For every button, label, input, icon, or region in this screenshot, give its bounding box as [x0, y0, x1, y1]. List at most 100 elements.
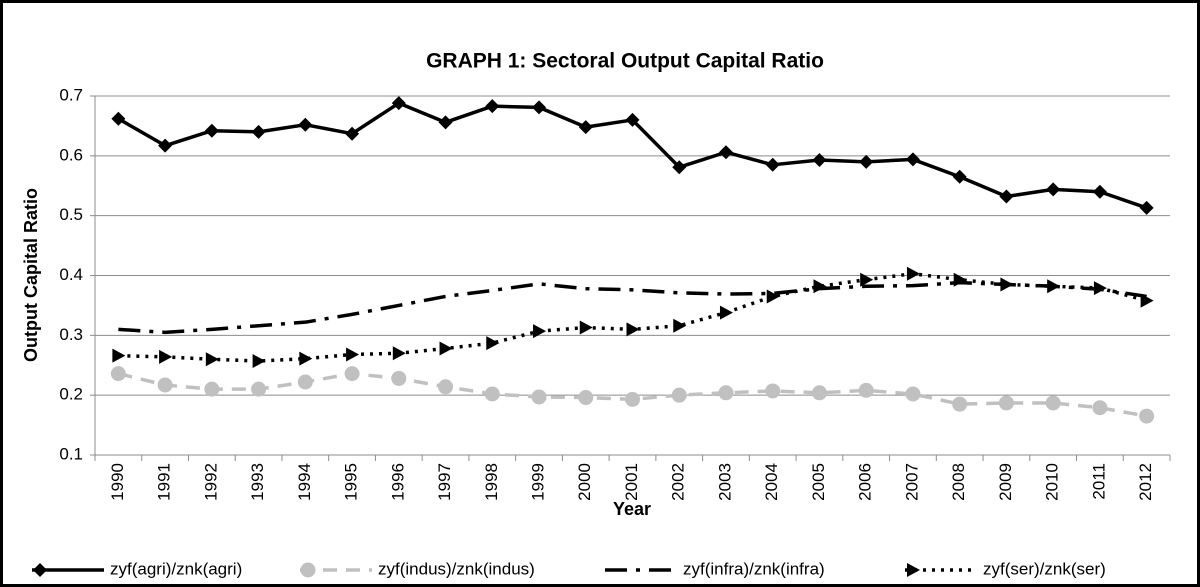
x-tick-label: 2000: [575, 463, 594, 501]
marker: [438, 115, 453, 130]
marker: [766, 289, 780, 304]
marker: [998, 395, 1014, 411]
marker: [252, 354, 266, 369]
marker: [859, 154, 874, 169]
chart-title: GRAPH 1: Sectoral Output Capital Ratio: [426, 50, 824, 73]
marker: [719, 305, 733, 320]
marker: [952, 169, 967, 184]
x-tick-label: 1999: [529, 463, 548, 501]
x-tick-label: 2012: [1136, 463, 1155, 501]
y-tick-label: 0.3: [59, 325, 83, 344]
marker: [204, 381, 220, 397]
y-tick-label: 0.1: [59, 444, 83, 463]
marker: [1045, 395, 1061, 411]
marker: [673, 318, 687, 333]
marker: [718, 145, 733, 160]
marker: [533, 324, 547, 339]
x-tick-label: 1995: [342, 463, 361, 501]
x-tick-label: 1990: [108, 463, 127, 501]
marker: [299, 351, 313, 366]
marker: [438, 379, 454, 395]
marker: [625, 112, 640, 127]
marker: [858, 382, 874, 398]
marker: [485, 99, 500, 114]
marker: [297, 374, 313, 390]
x-tick-label: 1994: [295, 463, 314, 501]
marker: [1140, 293, 1154, 308]
x-tick-label: 2001: [622, 463, 641, 501]
marker: [251, 381, 267, 397]
marker: [905, 152, 920, 167]
y-tick-label: 0.7: [59, 85, 83, 104]
marker: [298, 117, 313, 132]
marker: [812, 153, 827, 168]
marker: [765, 383, 781, 399]
marker: [626, 322, 640, 337]
legend-label: zyf(ser)/znk(ser): [983, 559, 1106, 578]
marker: [111, 111, 126, 126]
marker: [110, 366, 126, 382]
legend-label: zyf(infra)/znk(infra): [683, 559, 825, 578]
legend-label: zyf(agri)/znk(agri): [110, 559, 242, 578]
marker: [112, 348, 126, 363]
x-tick-label: 1997: [435, 463, 454, 501]
legend-marker: [300, 562, 316, 578]
marker: [952, 396, 968, 412]
marker: [625, 391, 640, 407]
marker: [486, 336, 500, 351]
y-tick-label: 0.5: [59, 205, 83, 224]
y-tick-label: 0.6: [59, 145, 83, 164]
x-tick-label: 2005: [809, 463, 828, 501]
marker: [1092, 400, 1108, 416]
legend-label: zyf(indus)/znk(indus): [378, 559, 535, 578]
marker: [204, 123, 219, 138]
x-tick-label: 2006: [856, 463, 875, 501]
marker: [1047, 279, 1061, 294]
marker: [999, 189, 1014, 204]
marker: [906, 266, 920, 281]
x-tick-label: 2009: [996, 463, 1015, 501]
marker: [531, 389, 547, 405]
legend-marker: [33, 563, 47, 577]
marker: [205, 352, 219, 367]
x-tick-label: 2004: [762, 463, 781, 501]
x-axis-title: Year: [613, 499, 651, 519]
legend-marker: [907, 563, 920, 577]
marker: [392, 346, 406, 361]
marker: [718, 385, 734, 401]
marker: [1000, 277, 1014, 292]
x-tick-label: 2011: [1089, 463, 1108, 500]
marker: [672, 160, 687, 175]
marker: [811, 385, 827, 401]
marker: [578, 120, 593, 135]
marker: [1092, 184, 1107, 199]
marker: [439, 341, 453, 356]
x-tick-label: 1992: [201, 463, 220, 501]
marker: [391, 370, 407, 386]
marker: [905, 386, 921, 402]
x-tick-label: 1998: [482, 463, 501, 501]
marker: [671, 387, 687, 403]
marker: [813, 279, 827, 294]
marker: [532, 100, 547, 115]
x-tick-label: 2002: [669, 463, 688, 501]
marker: [345, 126, 360, 141]
marker: [860, 272, 874, 287]
marker: [765, 157, 780, 172]
marker: [251, 124, 266, 139]
marker: [578, 390, 594, 406]
marker: [579, 320, 593, 335]
x-tick-label: 1991: [155, 463, 174, 501]
x-tick-label: 2003: [715, 463, 734, 501]
x-tick-label: 2010: [1043, 463, 1062, 501]
x-tick-label: 2008: [949, 463, 968, 501]
marker: [391, 96, 406, 111]
series-line: [118, 280, 1147, 335]
marker: [1093, 281, 1107, 296]
marker: [159, 349, 173, 364]
y-tick-label: 0.2: [59, 385, 83, 404]
x-tick-label: 2007: [902, 463, 921, 501]
marker: [1046, 182, 1061, 197]
